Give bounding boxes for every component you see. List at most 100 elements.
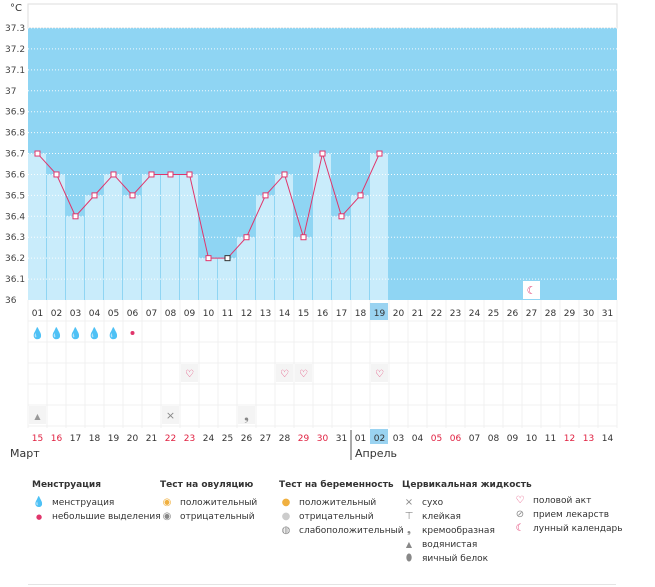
negative-test-icon: ◉ [162, 511, 172, 522]
calendar-date-label: 27 [260, 434, 271, 444]
legend-item: слабоположительный [299, 526, 404, 536]
cycle-day-label: 15 [298, 309, 309, 319]
temp-point [376, 150, 383, 157]
y-tick-label: 36.1 [5, 275, 25, 285]
legend-item: небольшие выделения [52, 512, 161, 522]
marker-cell [295, 364, 312, 382]
calendar-date-label: 25 [222, 434, 233, 444]
temp-point [243, 234, 250, 241]
menstruation-icon: 💧 [107, 327, 121, 340]
marker-cell [238, 406, 255, 424]
negative-test-icon: ● [281, 511, 291, 522]
temp-point [281, 171, 288, 178]
calendar-date-label: 09 [507, 434, 519, 444]
cycle-day-label: 05 [108, 309, 119, 319]
temp-point [262, 192, 269, 199]
moon-cell [523, 281, 540, 299]
legend-title: Цервикальная жидкость [402, 480, 532, 490]
legend-pregnancy: Тест на беременность ● положительный ● отр… [279, 480, 404, 538]
legend-item: клейкая [422, 512, 461, 522]
legend-item: положительный [180, 498, 258, 508]
marker-cell [276, 364, 293, 382]
cycle-day-label: 17 [336, 309, 347, 319]
temp-point [224, 255, 231, 262]
menstruation-icon: 💧 [31, 327, 45, 340]
calendar-date-label: 29 [298, 434, 310, 444]
y-tick-label: 36.7 [5, 150, 25, 160]
watery-icon: ▲ [405, 540, 413, 549]
calendar-date-label: 02 [374, 434, 385, 444]
positive-test-icon: ◉ [162, 497, 172, 508]
cycle-day-label: 18 [355, 309, 367, 319]
cycle-day-label: 08 [165, 309, 177, 319]
cycle-day-label: 13 [260, 309, 271, 319]
calendar-date-label: 23 [184, 434, 195, 444]
highlight-date-box [370, 429, 388, 444]
calendar-date-label: 06 [450, 434, 462, 444]
calendar-date-label: 04 [412, 434, 424, 444]
cycle-day-label: 24 [469, 309, 481, 319]
y-tick-label: 36.4 [5, 212, 25, 222]
bbt-chart: 37.3 37.2 37.1 37 36.9 36.8 36.7 36.6 36.5 36.4 36… [5, 3, 618, 460]
marker-cell [162, 406, 179, 424]
legend-title: Тест на беременность [279, 480, 394, 490]
legend-item: водянистая [422, 540, 478, 550]
calendar-date-label: 11 [545, 434, 556, 444]
temp-point [167, 171, 174, 178]
y-tick-label: 37.3 [5, 24, 25, 34]
weak-positive-test-icon: ◍ [281, 525, 291, 536]
marker-cell [371, 364, 388, 382]
calendar-date-label: 21 [146, 434, 157, 444]
temp-bar [256, 195, 274, 300]
temp-bar [66, 216, 84, 300]
calendar-date-label: 14 [602, 434, 614, 444]
marker-area [28, 300, 617, 428]
y-tick-label: 36.8 [5, 129, 25, 139]
temp-point [53, 171, 60, 178]
cycle-day-label: 25 [488, 309, 499, 319]
calendar-date-label: 08 [488, 434, 500, 444]
legend-title: Тест на овуляцию [160, 480, 254, 490]
positive-test-icon: ● [281, 497, 291, 508]
y-tick-label: 37 [5, 87, 16, 97]
calendar-date-label: 31 [336, 434, 347, 444]
legend-cervical: Цервикальная жидкость × сухо ⊤ клейкая ❟ кр… [402, 480, 532, 566]
marker-cell [181, 364, 198, 382]
temp-point [129, 192, 136, 199]
cycle-day-label: 02 [51, 309, 62, 319]
menstruation-icon: 💧 [88, 327, 102, 340]
temp-bar [180, 174, 198, 300]
calendar-date-label: 28 [279, 434, 291, 444]
y-tick-label: 36.3 [5, 233, 25, 243]
chart-top-margin [27, 3, 618, 29]
watery-icon: ▲ [34, 412, 41, 421]
legend-title: Менструация [32, 480, 101, 490]
spotting-icon [130, 331, 135, 335]
heart-icon: ♡ [375, 369, 384, 380]
calendar-date-label: 22 [165, 434, 176, 444]
temp-bar [123, 195, 141, 300]
cycle-day-label: 28 [545, 309, 557, 319]
menstruation-icon: 💧 [50, 327, 64, 340]
calendar-date-label: 03 [393, 434, 404, 444]
egg-white-icon: ⬮ [405, 553, 413, 564]
cycle-day-label: 26 [507, 309, 519, 319]
cycle-day-label: 19 [374, 309, 386, 319]
heart-icon: ♡ [299, 369, 308, 380]
temp-point [338, 213, 345, 220]
calendar-date-label: 07 [469, 434, 480, 444]
legend-other: ♡ половой акт ⊘ прием лекарств ☾ лунный кал… [513, 494, 623, 536]
temp-point [205, 255, 212, 262]
temp-point [110, 171, 117, 178]
cycle-day-label: 12 [241, 309, 252, 319]
y-tick-label: 36.6 [5, 170, 25, 180]
temp-point [300, 234, 307, 241]
temp-bar [85, 195, 103, 300]
legend-item: отрицательный [180, 512, 255, 522]
cycle-day-label: 09 [184, 309, 196, 319]
moon-icon: ☾ [527, 284, 537, 297]
highlight-day-box [370, 303, 388, 320]
dry-icon: × [166, 409, 175, 422]
drop-icon: ● [35, 513, 43, 521]
heart-icon: ♡ [280, 369, 289, 380]
